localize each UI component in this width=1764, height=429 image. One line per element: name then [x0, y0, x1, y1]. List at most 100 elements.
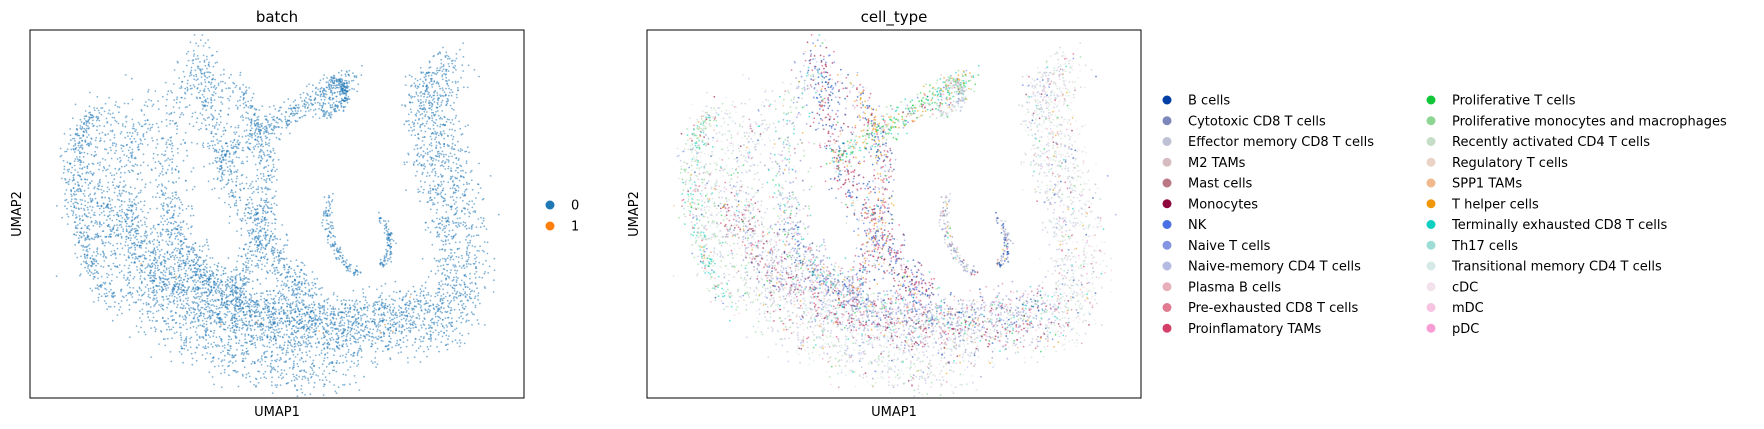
scatter-point [102, 266, 105, 268]
scatter-point [270, 230, 273, 233]
scatter-point [443, 297, 445, 300]
scatter-point [161, 153, 163, 156]
scatter-point [211, 314, 214, 317]
scatter-point [243, 352, 246, 354]
scatter-point [253, 384, 255, 386]
scatter-point [237, 126, 240, 129]
scatter-point [229, 281, 232, 284]
scatter-point [234, 297, 236, 300]
scatter-point [262, 317, 265, 319]
scatter-point [259, 240, 262, 243]
scatter-point [439, 146, 442, 149]
scatter-point [220, 165, 223, 168]
scatter-point [450, 300, 453, 302]
scatter-point [331, 329, 334, 332]
scatter-point [191, 112, 194, 115]
scatter-point [234, 191, 237, 193]
scatter-point [428, 91, 430, 94]
scatter-point [307, 282, 310, 285]
scatter-point [434, 122, 437, 125]
scatter-point [333, 369, 336, 372]
scatter-point [455, 293, 457, 295]
scatter-point [251, 96, 254, 99]
scatter-point [205, 267, 208, 269]
scatter-point [264, 305, 267, 308]
scatter-point [380, 339, 383, 342]
scatter-point [148, 123, 151, 126]
scatter-point [137, 232, 140, 235]
scatter-point [436, 324, 439, 327]
scatter-point [467, 258, 470, 261]
scatter-point [353, 362, 356, 365]
scatter-point [249, 270, 251, 273]
scatter-point [114, 167, 117, 170]
scatter-point [244, 214, 246, 217]
scatter-point [178, 326, 181, 329]
scatter-point [118, 264, 121, 266]
scatter-point [467, 64, 470, 67]
scatter-point [286, 271, 289, 274]
scatter-point [87, 208, 89, 211]
scatter-point [230, 275, 233, 278]
scatter-point [251, 192, 254, 195]
scatter-point [461, 64, 464, 66]
scatter-point [194, 111, 197, 114]
scatter-point [426, 201, 429, 204]
scatter-point [207, 142, 210, 145]
scatter-point [137, 241, 140, 244]
scatter-point [264, 210, 266, 213]
scatter-point [257, 140, 260, 143]
scatter-point [186, 349, 189, 351]
scatter-point [442, 204, 444, 207]
scatter-point [449, 196, 452, 199]
scatter-point [442, 165, 445, 168]
scatter-point [210, 97, 213, 99]
scatter-point [132, 123, 135, 125]
scatter-point [68, 178, 71, 181]
scatter-point [259, 150, 262, 153]
scatter-point [449, 169, 452, 172]
scatter-point [67, 170, 70, 173]
scatter-point [186, 89, 189, 92]
scatter-point [152, 297, 155, 300]
scatter-point [113, 265, 116, 268]
scatter-point [446, 269, 449, 272]
scatter-point [208, 75, 211, 78]
scatter-point [255, 315, 258, 318]
scatter-point [429, 135, 432, 138]
scatter-point [165, 141, 168, 144]
scatter-point [412, 164, 415, 167]
scatter-point [243, 106, 246, 109]
scatter-point [262, 207, 265, 209]
scatter-point [124, 136, 127, 139]
scatter-point [218, 335, 221, 338]
scatter-point [198, 91, 200, 94]
scatter-point [116, 224, 118, 227]
scatter-point [439, 310, 442, 313]
scatter-point [283, 268, 286, 271]
scatter-point [149, 306, 152, 308]
scatter-point [250, 340, 253, 342]
scatter-point [430, 337, 433, 339]
scatter-point [166, 112, 168, 114]
scatter-point [359, 345, 362, 347]
scatter-point [247, 232, 250, 234]
scatter-point [253, 191, 255, 193]
scatter-point [435, 141, 438, 144]
scatter-point [87, 194, 90, 197]
scatter-point [209, 281, 211, 284]
scatter-point [431, 104, 434, 106]
scatter-point [353, 351, 356, 354]
scatter-point [432, 55, 435, 58]
scatter-point [118, 189, 121, 192]
scatter-point [444, 162, 446, 165]
scatter-point [287, 382, 290, 384]
scatter-point [141, 210, 144, 213]
scatter-point [244, 333, 247, 335]
scatter-point [193, 34, 196, 36]
scatter-point [458, 339, 461, 342]
scatter-point [473, 313, 475, 316]
scatter-point [246, 301, 249, 303]
scatter-point [424, 130, 427, 133]
scatter-point [270, 331, 273, 333]
